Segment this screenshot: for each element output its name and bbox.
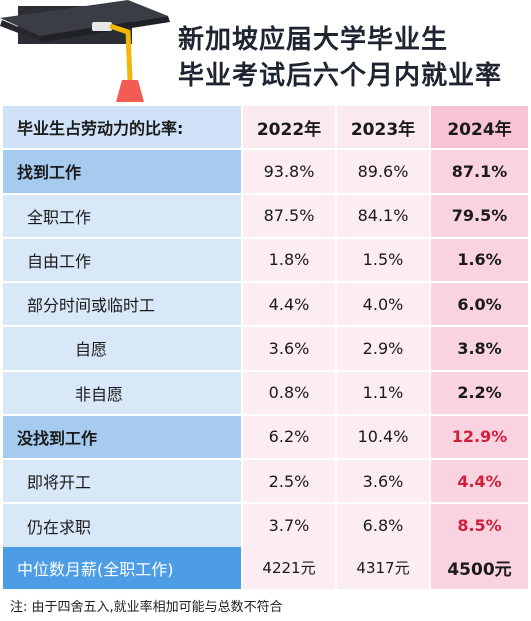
header-year-2023: 2023年: [337, 106, 431, 149]
graduation-cap-icon: [0, 0, 170, 102]
row-label: 即将开工: [3, 460, 243, 503]
header: 新加坡应届大学毕业生 毕业考试后六个月内就业率: [0, 0, 531, 106]
value-2023: 1.5%: [337, 238, 431, 282]
median-2024: 4500元: [431, 546, 528, 589]
value-2024: 2.2%: [431, 371, 528, 414]
value-2022: 4.4%: [243, 283, 337, 326]
value-2023: 6.8%: [337, 504, 431, 547]
median-label: 中位数月薪(全职工作): [3, 546, 243, 589]
value-2022: 6.2%: [243, 415, 337, 459]
median-2023: 4317元: [337, 546, 431, 589]
row-label: 部分时间或临时工: [3, 283, 243, 326]
title-line-2: 毕业考试后六个月内就业率: [178, 61, 503, 91]
row-label: 自由工作: [3, 238, 243, 282]
value-2024: 6.0%: [431, 283, 528, 326]
value-2023: 10.4%: [337, 415, 431, 459]
value-2022: 2.5%: [243, 460, 337, 503]
table-row: 自愿 3.6% 2.9% 3.8%: [3, 327, 528, 372]
row-label: 自愿: [3, 327, 243, 370]
value-2024: 1.6%: [431, 238, 528, 282]
value-2023: 3.6%: [337, 460, 431, 503]
row-label: 非自愿: [3, 371, 243, 414]
value-2023: 84.1%: [337, 194, 431, 237]
value-2023: 4.0%: [337, 283, 431, 326]
median-2022: 4221元: [243, 546, 337, 589]
value-2023: 89.6%: [337, 150, 431, 193]
row-label: 全职工作: [3, 194, 243, 237]
page-title: 新加坡应届大学毕业生 毕业考试后六个月内就业率: [178, 22, 523, 94]
value-2022: 87.5%: [243, 194, 337, 237]
header-year-2024: 2024年: [431, 106, 528, 149]
table-row: 即将开工 2.5% 3.6% 4.4%: [3, 460, 528, 505]
median-salary-row: 中位数月薪(全职工作) 4221元 4317元 4500元: [3, 546, 528, 589]
row-label: 没找到工作: [3, 415, 243, 459]
table-row: 没找到工作 6.2% 10.4% 12.9%: [3, 415, 528, 461]
value-2022: 0.8%: [243, 371, 337, 414]
header-label: 毕业生占劳动力的比率:: [3, 106, 243, 149]
table-row: 全职工作 87.5% 84.1% 79.5%: [3, 194, 528, 239]
table-row: 找到工作 93.8% 89.6% 87.1%: [3, 150, 528, 195]
value-2024: 12.9%: [431, 415, 528, 459]
row-label: 找到工作: [3, 150, 243, 193]
value-2024: 8.5%: [431, 504, 528, 547]
footnote: 注: 由于四舍五入,就业率相加可能与总数不符合: [10, 600, 283, 615]
value-2022: 3.6%: [243, 327, 337, 370]
value-2023: 2.9%: [337, 327, 431, 370]
value-2024: 87.1%: [431, 150, 528, 193]
header-year-2022: 2022年: [243, 106, 337, 149]
employment-table: 毕业生占劳动力的比率: 2022年 2023年 2024年 找到工作 93.8% 8…: [3, 106, 528, 589]
table-row: 自由工作 1.8% 1.5% 1.6%: [3, 238, 528, 284]
row-label: 仍在求职: [3, 504, 243, 547]
title-line-1: 新加坡应届大学毕业生: [178, 25, 449, 55]
table-row: 仍在求职 3.7% 6.8% 8.5%: [3, 504, 528, 547]
value-2024: 79.5%: [431, 194, 528, 237]
table-row: 部分时间或临时工 4.4% 4.0% 6.0%: [3, 283, 528, 328]
value-2024: 3.8%: [431, 327, 528, 370]
value-2023: 1.1%: [337, 371, 431, 414]
table-row: 非自愿 0.8% 1.1% 2.2%: [3, 371, 528, 416]
value-2022: 93.8%: [243, 150, 337, 193]
value-2024: 4.4%: [431, 460, 528, 503]
value-2022: 3.7%: [243, 504, 337, 547]
table-header-row: 毕业生占劳动力的比率: 2022年 2023年 2024年: [3, 106, 528, 151]
value-2022: 1.8%: [243, 238, 337, 282]
